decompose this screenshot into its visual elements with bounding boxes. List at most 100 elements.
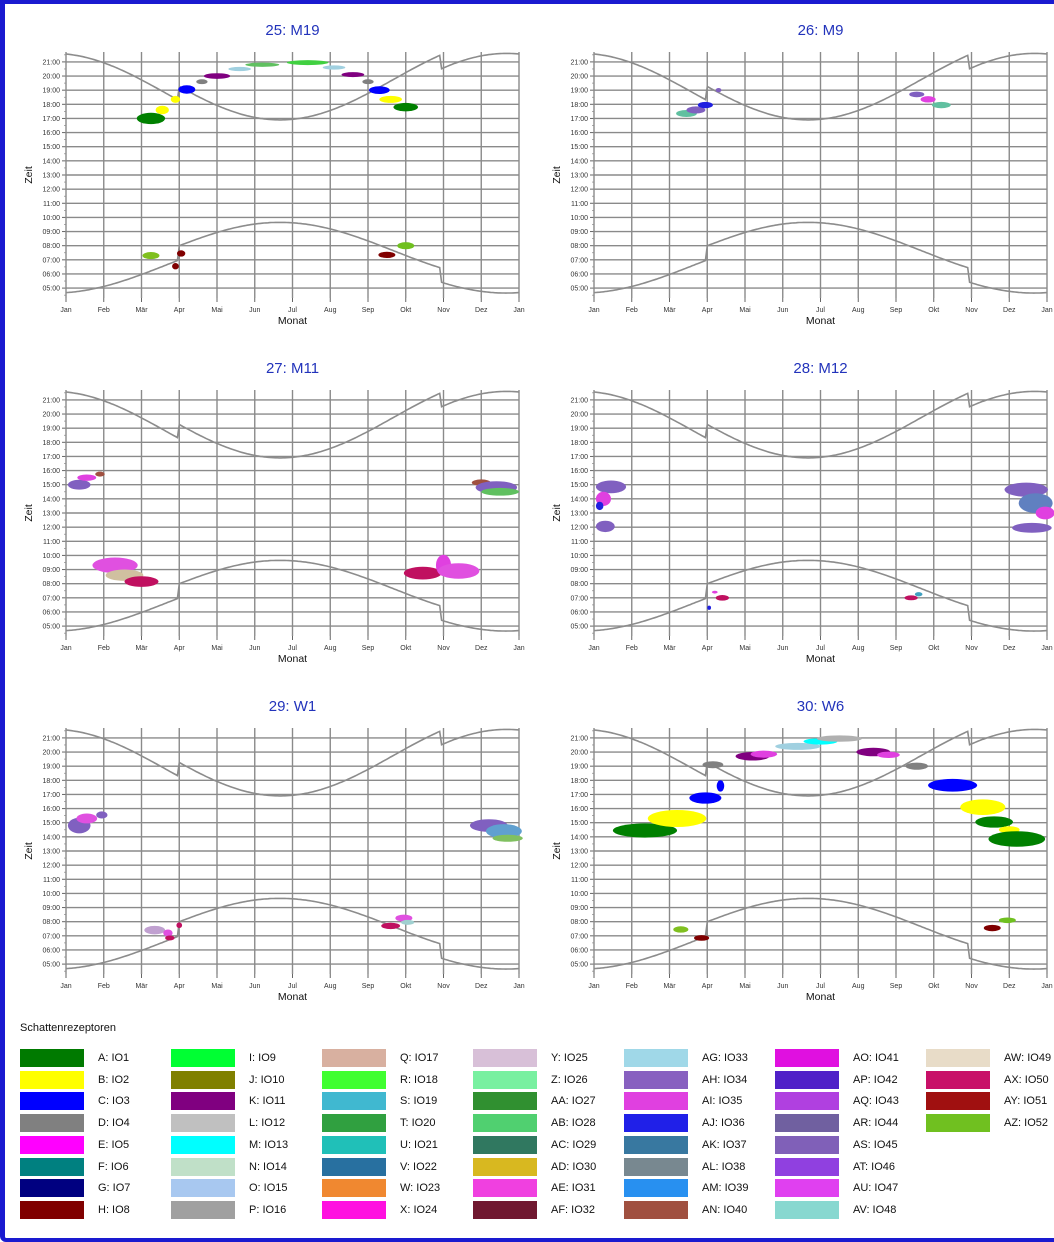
shadow-blob — [595, 480, 627, 494]
shadow-blob — [697, 101, 713, 109]
shadow-blob — [322, 65, 346, 70]
y-axis-label: Zeit — [23, 504, 35, 522]
legend-swatch — [20, 1114, 84, 1133]
month-tick-label: Jul — [288, 983, 297, 990]
month-tick-label: Apr — [174, 307, 186, 314]
shadow-blob — [686, 106, 706, 114]
month-tick-label: Feb — [626, 645, 638, 652]
y-tick-label: 15:00 — [42, 820, 60, 827]
legend-swatch — [322, 1092, 386, 1111]
shadow-blob — [914, 592, 923, 597]
month-tick-label: Mai — [211, 307, 223, 314]
month-tick-label: Aug — [852, 983, 865, 990]
shadow-blob — [203, 73, 231, 79]
legend-item: Y: IO25 — [473, 1048, 623, 1068]
legend-swatch — [171, 1157, 235, 1176]
legend-label: AV: IO48 — [853, 1203, 897, 1216]
month-tick-label: Apr — [174, 983, 186, 990]
shadow-blob — [716, 780, 725, 792]
y-tick-label: 05:00 — [42, 286, 60, 293]
legend-item: P: IO16 — [171, 1200, 321, 1220]
y-axis-label: Zeit — [551, 842, 563, 860]
y-tick-label: 09:00 — [42, 229, 60, 236]
legend-item: AJ: IO36 — [624, 1113, 774, 1133]
shadow-blob — [775, 742, 821, 750]
legend-item: AK: IO37 — [624, 1135, 774, 1155]
shadow-blob — [707, 605, 712, 610]
legend-item: AS: IO45 — [775, 1135, 925, 1155]
y-tick-label: 18:00 — [42, 440, 60, 447]
y-tick-label: 11:00 — [571, 539, 588, 546]
month-tick-label: Dez — [1003, 645, 1016, 652]
shadow-blob — [485, 824, 522, 839]
legend-item: AA: IO27 — [473, 1091, 623, 1111]
month-tick-label: Jan — [1041, 645, 1052, 652]
month-tick-label: Okt — [928, 307, 939, 314]
legend-swatch — [171, 1092, 235, 1111]
month-tick-label: Sep — [362, 645, 375, 652]
month-tick-label: Dez — [1003, 307, 1016, 314]
shadow-blob — [711, 590, 718, 594]
legend-swatch — [775, 1200, 839, 1219]
legend-label: AW: IO49 — [1004, 1052, 1052, 1064]
sunset-curve — [593, 52, 1048, 121]
y-tick-label: 06:00 — [42, 609, 60, 616]
chart-panel-4: 28: M12 05:00 06:00 07:00 08:00 09:00 10:00 11:… — [551, 360, 1054, 665]
y-tick-label: 07:00 — [42, 595, 60, 602]
y-tick-label: 19:00 — [42, 88, 60, 95]
sunset-curve — [593, 728, 1048, 797]
legend-swatch — [171, 1049, 235, 1067]
legend-swatch — [20, 1092, 84, 1111]
legend-label: Y: IO25 — [551, 1052, 588, 1064]
y-tick-label: 05:00 — [570, 962, 588, 969]
shadow-blob — [176, 922, 183, 929]
y-tick-label: 06:00 — [570, 609, 588, 616]
y-tick-label: 11:00 — [43, 877, 60, 884]
month-tick-label: Mai — [211, 983, 223, 990]
month-tick-label: Jul — [816, 645, 825, 652]
month-tick-label: Jan — [588, 983, 599, 990]
month-tick-label: Mai — [739, 645, 751, 652]
month-tick-label: Nov — [965, 307, 978, 314]
legend-item: AY: IO51 — [926, 1091, 1054, 1111]
shadow-blob — [393, 102, 419, 112]
legend-swatch — [926, 1092, 990, 1111]
legend-label: O: IO15 — [249, 1182, 288, 1195]
legend-swatch — [473, 1135, 537, 1154]
y-tick-label: 14:00 — [570, 834, 588, 841]
chart-title: 25: M19 — [265, 22, 319, 39]
legend-swatch — [775, 1092, 839, 1111]
legend-item: AR: IO44 — [775, 1113, 925, 1133]
month-tick-label: Aug — [324, 307, 337, 314]
y-tick-label: 13:00 — [42, 849, 60, 856]
month-tick-label: Sep — [890, 983, 903, 990]
y-tick-label: 15:00 — [570, 144, 588, 151]
chart-panel-2: 26: M9 05:00 06:00 07:00 08:00 09:00 10:00 11:0… — [551, 22, 1053, 327]
month-tick-label: Jan — [60, 983, 71, 990]
legend-label: AO: IO41 — [853, 1052, 899, 1064]
y-tick-label: 16:00 — [42, 806, 60, 813]
y-tick-label: 08:00 — [570, 581, 588, 588]
y-tick-label: 09:00 — [570, 229, 588, 236]
legend-label: X: IO24 — [400, 1203, 438, 1216]
y-tick-label: 14:00 — [570, 158, 588, 165]
y-tick-label: 16:00 — [570, 468, 588, 475]
legend-label: J: IO10 — [249, 1073, 285, 1086]
y-axis-label: Zeit — [551, 166, 563, 184]
sunset-curve — [65, 52, 520, 121]
month-tick-label: Mär — [135, 983, 148, 990]
legend-swatch — [322, 1114, 386, 1133]
shadow-blob — [715, 595, 729, 601]
month-tick-label: Mär — [135, 645, 148, 652]
shadow-blob — [673, 926, 689, 933]
legend-label: AS: IO45 — [853, 1138, 898, 1151]
y-tick-label: 12:00 — [570, 525, 588, 532]
shadow-blob — [76, 813, 98, 824]
legend-item: A: IO1 — [20, 1048, 170, 1068]
y-tick-label: 13:00 — [570, 173, 588, 180]
legend-item: B: IO2 — [20, 1070, 170, 1090]
y-tick-label: 21:00 — [570, 397, 588, 404]
legend-swatch — [322, 1049, 386, 1067]
legend-label: K: IO11 — [249, 1095, 286, 1108]
month-tick-label: Jan — [513, 983, 524, 990]
